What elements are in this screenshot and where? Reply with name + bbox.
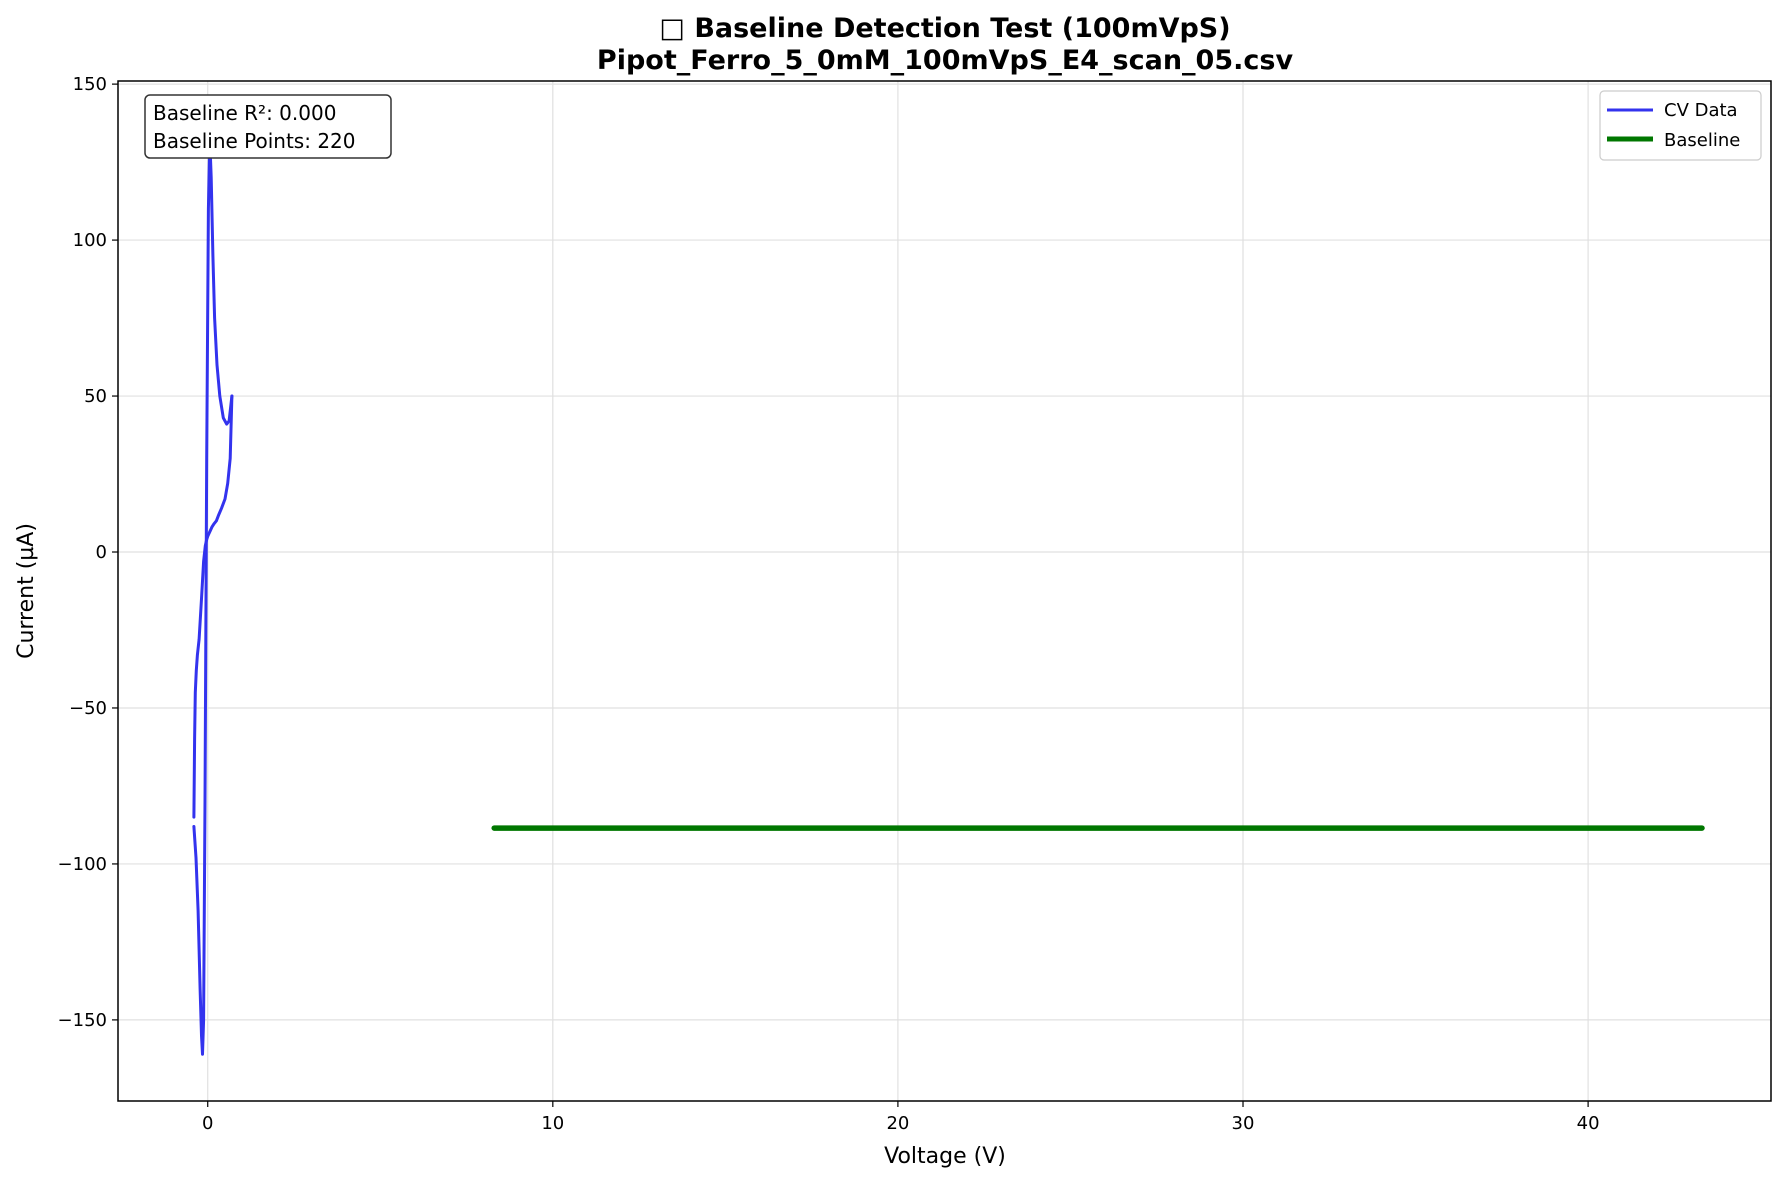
legend: CV Data Baseline — [1599, 90, 1762, 161]
x-tick-label: 0 — [202, 1113, 213, 1134]
x-tick-label: 10 — [541, 1113, 564, 1134]
series-line-cv-data — [192, 394, 234, 819]
y-axis-label: Current (µA) — [14, 523, 39, 659]
info-baseline-r2: Baseline R²: 0.000 — [153, 101, 336, 125]
y-tick-label: 150 — [73, 74, 107, 95]
plot-lines — [192, 138, 1705, 1056]
grid — [118, 81, 1771, 1101]
chart-title: □ Baseline Detection Test (100mVpS) — [659, 13, 1230, 44]
y-tick-label: −100 — [58, 854, 107, 875]
y-tick-label: −150 — [58, 1010, 107, 1031]
y-tick-label: 0 — [96, 542, 107, 563]
x-tick-label: 20 — [886, 1113, 909, 1134]
series-line-cv-data — [192, 138, 234, 1056]
legend-label-baseline: Baseline — [1664, 130, 1740, 151]
x-tick-label: 40 — [1577, 1113, 1600, 1134]
info-box: Baseline R²: 0.000 Baseline Points: 220 — [144, 94, 392, 159]
y-tick-label: 100 — [73, 230, 107, 251]
plot-frame — [117, 80, 1772, 1102]
axis-ticks: 0 10 20 30 40 −150 −100 −50 0 50 100 150 — [58, 74, 1600, 1134]
chart-subtitle: Pipot_Ferro_5_0mM_100mVpS_E4_scan_05.csv — [597, 45, 1294, 76]
y-tick-label: 50 — [84, 386, 107, 407]
info-baseline-points: Baseline Points: 220 — [153, 129, 356, 153]
x-tick-label: 30 — [1232, 1113, 1255, 1134]
y-tick-label: −50 — [69, 698, 107, 719]
x-axis-label: Voltage (V) — [884, 1144, 1006, 1169]
legend-label-cv-data: CV Data — [1664, 100, 1738, 121]
